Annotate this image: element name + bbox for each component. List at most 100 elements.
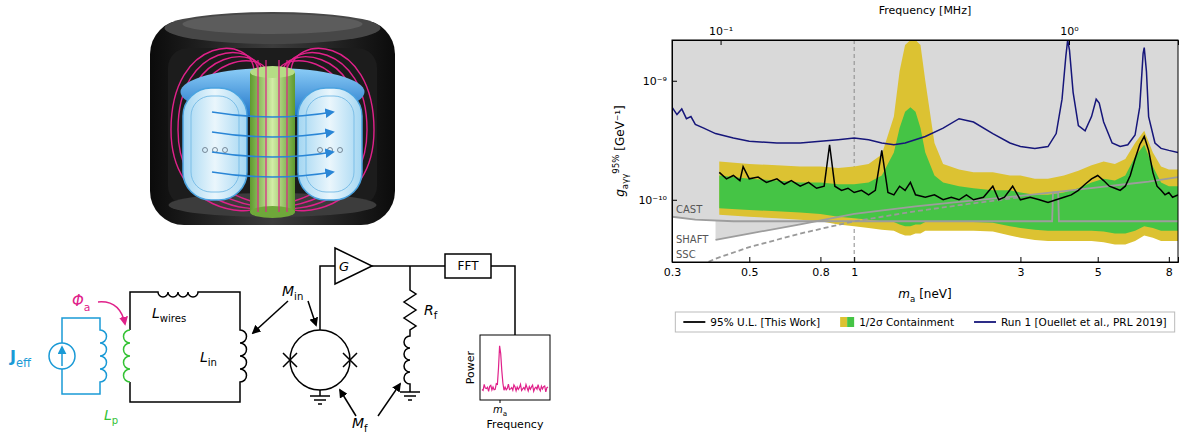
tick: 10⁰ bbox=[1060, 25, 1079, 45]
mf-label-part: f bbox=[364, 423, 368, 434]
y-axis-title-part: 95% bbox=[611, 154, 621, 173]
cylinder bbox=[250, 72, 295, 212]
current-arrow bbox=[212, 112, 333, 117]
plot-area bbox=[672, 40, 1178, 262]
tick-label: 0.8 bbox=[812, 266, 830, 279]
gain-label-part: G bbox=[339, 259, 349, 274]
inset-frame bbox=[480, 335, 550, 400]
limit-label: CAST bbox=[676, 204, 703, 215]
limit-label: SHAFT bbox=[676, 234, 709, 245]
feedback-branch bbox=[404, 266, 416, 392]
legend-label: Run 1 [Ouellet et al., PRL 2019] bbox=[1001, 316, 1167, 328]
current-arrow bbox=[212, 132, 333, 137]
coupling-arrow bbox=[378, 384, 400, 416]
limit-line bbox=[672, 197, 1020, 262]
tick: 10⁻¹ bbox=[709, 25, 733, 45]
flux-label: Φa bbox=[72, 292, 90, 314]
coupling-arrow bbox=[253, 301, 288, 333]
source-label-part: J bbox=[9, 347, 16, 366]
rf-label-part: R bbox=[424, 302, 434, 318]
legend-label: 1/2σ Containment bbox=[859, 316, 954, 328]
can-lid-top bbox=[183, 14, 363, 34]
x-axis-title-part: m bbox=[898, 287, 910, 301]
source-label: Jeff bbox=[9, 347, 32, 370]
figure: JeffΦaLpLwiresLinMinGRfMfFFTmaFrequencyP… bbox=[0, 0, 1188, 445]
toroid-face bbox=[298, 88, 362, 200]
rf-label: Rf bbox=[424, 302, 438, 321]
cylinder-top bbox=[250, 66, 295, 78]
pickup-coil bbox=[124, 330, 131, 382]
legend-swatch bbox=[847, 317, 854, 327]
tick-label: 1 bbox=[851, 266, 858, 279]
pickup-label-part: p bbox=[112, 415, 118, 426]
y-axis-title: gaγγ95% [GeV⁻¹] bbox=[611, 105, 630, 197]
tick-label: 8 bbox=[1166, 266, 1173, 279]
cylinder-bottom bbox=[250, 206, 295, 218]
source-arrow bbox=[61, 347, 63, 366]
min-label-part: M bbox=[282, 283, 294, 299]
tick-label: 10⁰ bbox=[1060, 25, 1079, 38]
toroid-face bbox=[183, 88, 247, 200]
rf-label-part: f bbox=[434, 310, 438, 321]
toroid-face-inner bbox=[306, 96, 354, 192]
inset-xlabel-part: Frequency bbox=[487, 418, 544, 431]
tick-mark bbox=[721, 40, 722, 45]
plot-frame bbox=[672, 40, 1178, 262]
ground bbox=[400, 392, 420, 400]
legend-swatch bbox=[974, 321, 996, 323]
tick-label: 0.3 bbox=[664, 266, 682, 279]
flux-label-part: a bbox=[84, 301, 91, 314]
toroid-hole bbox=[203, 148, 208, 153]
input-label: Lin bbox=[200, 349, 217, 368]
wire bbox=[491, 266, 515, 335]
tick-mark bbox=[749, 257, 750, 262]
legend-item: Run 1 [Ouellet et al., PRL 2019] bbox=[974, 316, 1167, 328]
amplifier bbox=[335, 248, 372, 284]
tick: 5 bbox=[1095, 257, 1102, 279]
tick-mark bbox=[1020, 257, 1021, 262]
tick: 10⁻¹⁰ bbox=[638, 194, 677, 207]
input-label-part: in bbox=[208, 357, 217, 368]
field-line bbox=[278, 60, 279, 212]
inset-tick-label-part: m bbox=[493, 404, 503, 415]
can-body bbox=[150, 20, 395, 225]
tick-mark bbox=[820, 257, 821, 262]
wires-label: Lwires bbox=[152, 305, 186, 324]
flux-arrow bbox=[98, 302, 125, 324]
inset-tick bbox=[500, 400, 501, 403]
fft-box bbox=[445, 254, 491, 278]
circuit: JeffΦaLpLwiresLinMinGRfMfFFTmaFrequencyP… bbox=[9, 248, 550, 434]
y-axis: 10⁻¹⁰ 10⁻⁹ bbox=[638, 41, 677, 263]
inset-spectrum bbox=[482, 346, 548, 392]
inset-tick-label: ma bbox=[493, 404, 507, 418]
pickup-label-part: L bbox=[104, 407, 112, 423]
min-label-part: in bbox=[294, 291, 303, 302]
inset-tick-label-part: a bbox=[503, 409, 507, 418]
pickup-loop bbox=[130, 292, 247, 402]
wire bbox=[319, 390, 321, 396]
tick: 10⁻⁹ bbox=[643, 75, 677, 88]
legend: 95% U.L. [This Work] 1/2σ Containment Run … bbox=[675, 312, 1174, 332]
excluded-region bbox=[716, 40, 1178, 240]
tick-mark bbox=[1098, 257, 1099, 262]
squid bbox=[290, 330, 350, 390]
tick: 1 bbox=[851, 257, 858, 279]
current-arrow bbox=[212, 152, 333, 157]
x-axis-title: ma [neV] bbox=[898, 287, 951, 304]
coupling-arrow bbox=[308, 301, 316, 325]
toroid-hole bbox=[338, 148, 343, 153]
legend-frame bbox=[675, 312, 1174, 332]
tick-mark bbox=[1069, 40, 1070, 45]
field-line bbox=[265, 60, 266, 212]
mf-label: Mf bbox=[352, 415, 368, 434]
coupling-arrow bbox=[340, 390, 356, 416]
tick: 3 bbox=[1017, 257, 1024, 279]
toroid-hole bbox=[223, 148, 228, 153]
plot-background bbox=[672, 40, 1178, 262]
tick-mark bbox=[854, 257, 855, 262]
legend-item: 1/2σ Containment bbox=[840, 316, 954, 328]
current-arrow bbox=[212, 172, 333, 177]
inset-xlabel: Frequency bbox=[487, 418, 544, 431]
device-render bbox=[150, 12, 395, 225]
legend-label: 95% U.L. [This Work] bbox=[710, 316, 820, 328]
